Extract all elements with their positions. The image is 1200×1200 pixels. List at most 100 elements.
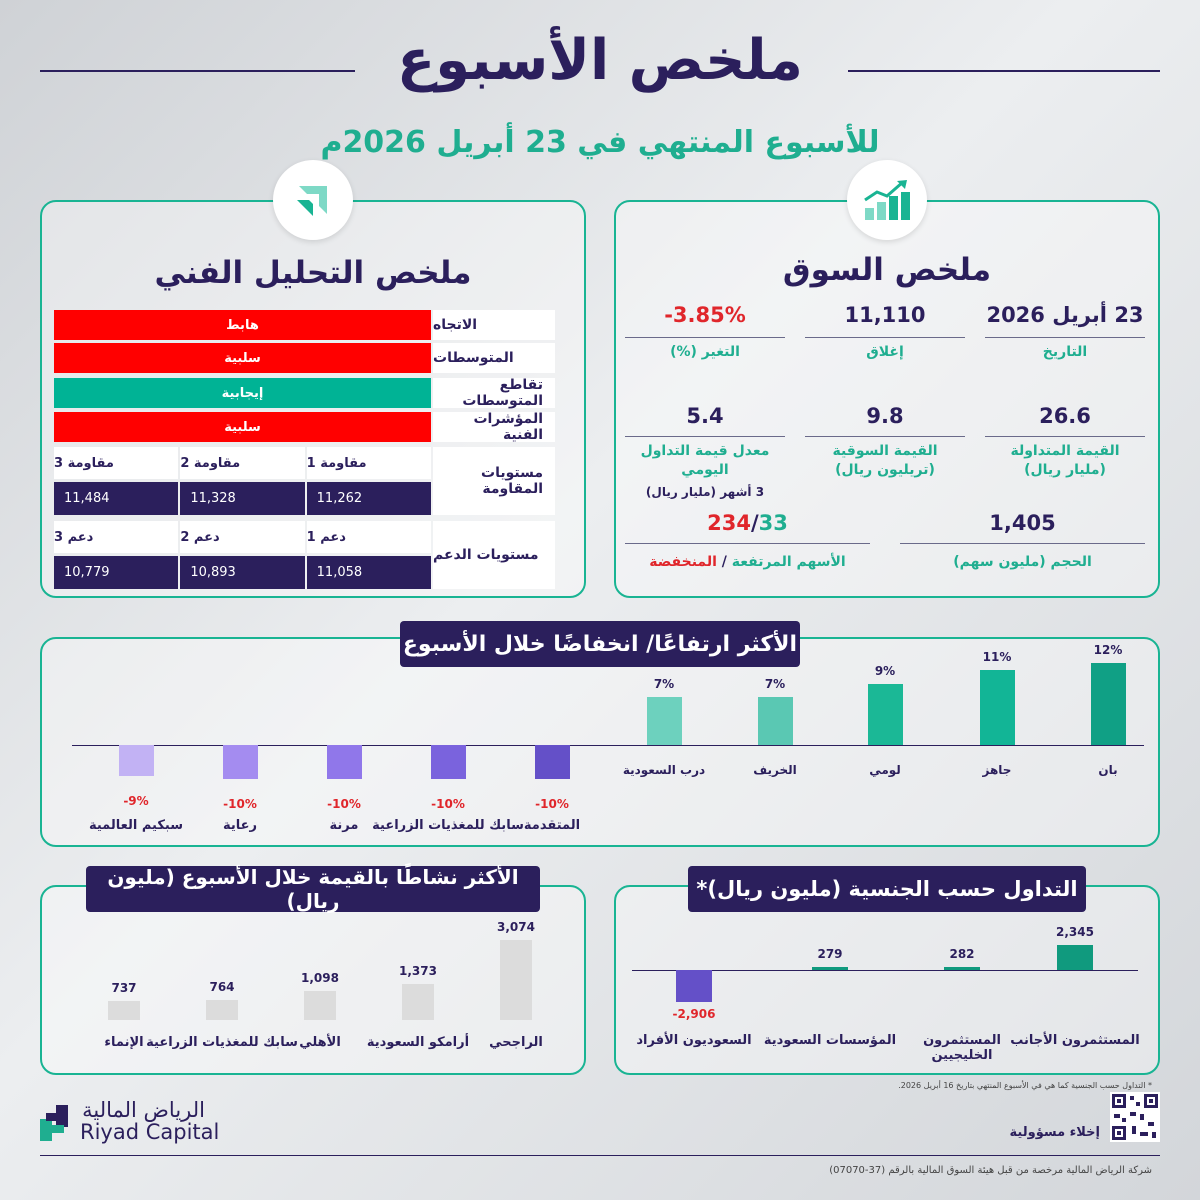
- nationality-footnote: * التداول حسب الجنسية كما هي في الأسبوع …: [898, 1081, 1152, 1090]
- market-change-value: -3.85%: [664, 303, 746, 327]
- loser-name: سابك للمغذيات الزراعية: [372, 818, 524, 833]
- gainer-bar: [757, 697, 793, 745]
- tech-row-label: المؤشرات الفنية: [433, 411, 555, 443]
- nationality-name: المؤسسات السعودية: [763, 1033, 897, 1048]
- active-name: الراجحي: [489, 1035, 543, 1050]
- qr-code-icon[interactable]: [1110, 1092, 1160, 1142]
- loser-value: -10%: [535, 797, 569, 811]
- loser-bar: [118, 745, 154, 776]
- market-cap-value: 9.8: [866, 404, 904, 428]
- nationality-value: 279: [817, 947, 843, 961]
- support-value: 10,779: [54, 556, 179, 589]
- adv-dec-slash: /: [716, 554, 732, 570]
- divider: [625, 337, 785, 338]
- tech-row-value: سلبية: [54, 412, 431, 442]
- market-close-label: إغلاق: [866, 344, 904, 360]
- active-value: 1,373: [399, 964, 437, 979]
- nationality-name: السعوديون الأفراد: [636, 1033, 752, 1048]
- market-cap-unit: (تريليون ريال): [835, 462, 935, 478]
- adv-dec-value: 234/33: [625, 511, 870, 535]
- divider: [900, 543, 1145, 544]
- nationality-value: 2,345: [1056, 925, 1094, 939]
- tech-row-value: إيجابية: [54, 378, 431, 408]
- market-date-label: التاريخ: [1042, 344, 1088, 360]
- nationality-bar: [676, 970, 712, 1002]
- avg-daily-label-2: اليومي: [681, 462, 729, 478]
- nationality-bar: [944, 966, 980, 970]
- gainer-bar: [646, 697, 682, 745]
- market-change-label: التغير (%): [670, 344, 740, 360]
- divider: [805, 337, 965, 338]
- resistance-value: 11,262: [306, 482, 431, 515]
- resistance-header: مقاومة 3: [54, 447, 179, 479]
- divider: [985, 436, 1145, 437]
- gainer-value: 9%: [874, 663, 896, 678]
- loser-bar: [430, 745, 466, 779]
- gainer-name: بان: [1098, 763, 1118, 777]
- active-name: الأهلي: [299, 1035, 341, 1050]
- support-value: 11,058: [306, 556, 431, 589]
- loser-name: رعاية: [222, 818, 257, 833]
- tech-row-label: المتوسطات: [433, 343, 555, 373]
- title-rule-left: [40, 70, 355, 72]
- technical-title: ملخص التحليل الفني: [154, 255, 472, 291]
- volume-label: الحجم (مليون سهم): [953, 554, 1092, 570]
- gainer-bar: [1090, 663, 1126, 745]
- support-header: دعم 1: [306, 521, 431, 553]
- avg-daily-value: 5.4: [686, 404, 724, 428]
- nationality-value: 282: [949, 946, 975, 961]
- nationality-axis: [632, 970, 1138, 971]
- market-close-value: 11,110: [844, 303, 926, 327]
- gainer-bar: [979, 670, 1015, 745]
- nationality-name: المستثمرون الخليجيين: [923, 1033, 1001, 1063]
- movers-axis: [72, 745, 1144, 746]
- tech-row-value: هابط: [54, 310, 431, 340]
- support-label: مستويات الدعم: [433, 521, 555, 589]
- active-bar: [206, 1000, 238, 1020]
- disclaimer-link[interactable]: إخلاء مسؤولية: [1009, 1125, 1100, 1140]
- adv-dec-label: الأسهم المرتفعة / المنخفضة: [625, 553, 870, 571]
- avg-daily-unit: 3 أشهر (مليار ريال): [645, 485, 765, 499]
- active-title: الأكثر نشاطًا بالقيمة خلال الأسبوع (مليو…: [86, 865, 540, 913]
- active-bar: [402, 984, 434, 1020]
- traded-value-label: القيمة المتداولة: [1010, 443, 1120, 459]
- divider: [625, 543, 870, 544]
- divider: [985, 337, 1145, 338]
- market-cap-label: القيمة السوقية: [832, 443, 938, 459]
- footer-divider: [40, 1155, 1160, 1156]
- active-name: أرامكو السعودية: [366, 1035, 470, 1050]
- nationality-name: المستثمرون الأجانب: [1010, 1033, 1140, 1048]
- gainer-value: 7%: [653, 677, 675, 692]
- support-header: دعم 3: [54, 521, 179, 553]
- loser-value: -10%: [431, 797, 465, 811]
- gainer-bar: [867, 683, 903, 745]
- active-bar: [304, 991, 336, 1020]
- active-bar: [500, 940, 532, 1020]
- nationality-title: التداول حسب الجنسية (مليون ريال)*: [688, 866, 1086, 912]
- nationality-bar: [812, 967, 848, 970]
- gainer-name: الخريف: [753, 763, 797, 777]
- loser-value: -10%: [327, 797, 361, 811]
- resistance-value: 11,484: [54, 482, 179, 515]
- arrow-logo-icon: [273, 160, 353, 240]
- growth-chart-icon: [847, 160, 927, 240]
- support-value: 10,893: [180, 556, 305, 589]
- advancers-count: 33: [758, 511, 788, 535]
- resistance-label: مستويات المقاومة: [433, 447, 555, 515]
- advancers-label: الأسهم المرتفعة: [731, 554, 846, 570]
- gainer-name: جاهز: [982, 763, 1012, 777]
- decliners-count: 234: [707, 511, 751, 535]
- tech-row-value: سلبية: [54, 343, 431, 373]
- tech-row-label: الاتجاه: [433, 310, 555, 340]
- active-value: 764: [209, 980, 235, 995]
- page-subtitle: للأسبوع المنتهي في 23 أبريل 2026م: [320, 125, 880, 160]
- resistance-header: مقاومة 2: [180, 447, 305, 479]
- page-title: ملخص الأسبوع: [397, 28, 803, 93]
- support-header: دعم 2: [180, 521, 305, 553]
- loser-bar: [534, 745, 570, 779]
- brand-name-ar: الرياض المالية: [82, 1098, 205, 1122]
- market-panel: [614, 200, 1160, 598]
- divider: [625, 436, 785, 437]
- avg-daily-label: معدل قيمة التداول: [640, 443, 770, 459]
- active-value: 1,098: [301, 971, 339, 986]
